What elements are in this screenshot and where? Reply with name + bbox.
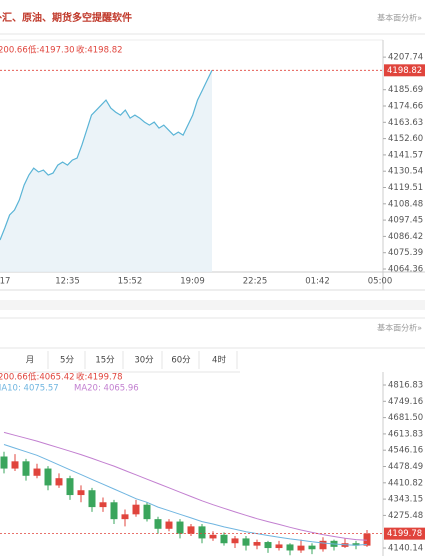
y-tick-label: 4141.57 (388, 150, 423, 160)
candle-body (121, 514, 129, 520)
candle-body (275, 544, 283, 549)
ref-badge (384, 64, 425, 77)
candle-body (132, 504, 140, 515)
legend-entry: MA20: 4065.96 (74, 384, 139, 394)
candle-body (154, 519, 162, 529)
info-field: 收:4199.78 (76, 372, 123, 383)
area (0, 70, 212, 272)
candle-body (198, 526, 206, 539)
y-tick-label: 4152.60 (388, 134, 423, 144)
y-tick-label: 4140.14 (388, 544, 423, 554)
x-tick-label: 12:35 (55, 277, 80, 287)
y-tick-label: 4478.49 (388, 462, 423, 472)
y-tick-label: 4613.83 (388, 429, 423, 439)
candle-body (363, 533, 371, 546)
x-tick-label: 22:25 (243, 277, 268, 287)
candle-body (220, 534, 228, 544)
candle-body (110, 502, 118, 520)
info-field: 低:4065.42 (28, 372, 75, 383)
candle-body (22, 461, 30, 476)
y-tick-label: 4064.36 (388, 265, 423, 275)
candle-body (231, 538, 239, 544)
x-tick-label: 19:09 (180, 277, 205, 287)
info-field: 收:4198.82 (76, 45, 123, 56)
y-tick-label: 4410.82 (388, 478, 423, 488)
candle-body (352, 543, 360, 546)
candle-body (308, 545, 316, 550)
app-title: 外汇、原油、期货多空提醒软件 (0, 11, 132, 24)
y-tick-label: 4119.51 (388, 183, 423, 193)
legend-entry: MA10: 4075.57 (0, 384, 59, 394)
x-tick-label: 01:42 (305, 277, 330, 287)
y-tick-label: 4546.16 (388, 446, 423, 456)
candles (0, 431, 371, 556)
candle-body (66, 478, 74, 496)
ma-line (3, 444, 368, 546)
candle-body (209, 534, 217, 539)
period-tab[interactable]: 15分 (95, 356, 115, 366)
candle-body (44, 468, 52, 486)
fundamental-link[interactable]: 基本面分析» (377, 13, 422, 23)
candle-body (176, 521, 184, 534)
fundamental-link[interactable]: 基本面分析» (377, 323, 422, 333)
y-tick-label: 4681.50 (388, 413, 423, 423)
period-tab[interactable]: 4时 (212, 355, 226, 366)
y-tick-label: 4086.42 (388, 232, 423, 242)
y-tick-label: 4130.54 (388, 167, 423, 177)
period-tab[interactable]: 月 (26, 356, 35, 366)
candle-body (33, 468, 41, 476)
candle-body (253, 542, 261, 546)
candle-body (0, 456, 8, 469)
candle-body (77, 490, 85, 496)
candle-body (242, 538, 250, 546)
y-tick-label: 4275.48 (388, 511, 423, 521)
period-tab[interactable]: 60分 (171, 356, 191, 366)
candle-body (88, 490, 96, 508)
y-tick-label: 4097.45 (388, 216, 423, 226)
candle-body (319, 540, 327, 550)
ref-badge (384, 527, 425, 540)
y-tick-label: 4163.63 (388, 118, 423, 128)
y-tick-label: 4108.48 (388, 199, 423, 209)
x-tick-label: 15:52 (118, 277, 143, 287)
ma-line (3, 431, 368, 541)
candle-body (11, 461, 19, 469)
candle-body (297, 545, 305, 551)
candle-body (99, 502, 107, 508)
candle-body (187, 526, 195, 534)
y-tick-label: 4816.83 (388, 381, 423, 391)
candle-body (165, 521, 173, 529)
candle-body (55, 478, 63, 486)
x-tick-label: 05:00 (368, 277, 393, 287)
info-field: 200.66 (0, 373, 28, 383)
y-tick-label: 4075.39 (388, 248, 423, 258)
gap (0, 300, 425, 310)
candle-body (143, 504, 151, 520)
ref-label: 4199.78 (387, 529, 422, 539)
info-field: 低:4197.30 (28, 45, 75, 56)
info-field: 200.66 (0, 46, 28, 56)
y-tick-label: 4343.15 (388, 495, 423, 505)
period-tab[interactable]: 30分 (134, 356, 154, 366)
period-tab[interactable]: 5分 (60, 356, 74, 366)
y-tick-label: 4207.74 (388, 53, 423, 63)
y-tick-label: 4749.16 (388, 397, 423, 407)
y-tick-label: 4174.66 (388, 102, 423, 112)
candle-body (264, 542, 272, 549)
y-tick-label: 4185.69 (388, 85, 423, 95)
ref-label: 4198.82 (387, 66, 422, 76)
price-line (0, 70, 213, 241)
candle-body (286, 544, 294, 551)
x-tick-label: 17 (0, 277, 10, 287)
